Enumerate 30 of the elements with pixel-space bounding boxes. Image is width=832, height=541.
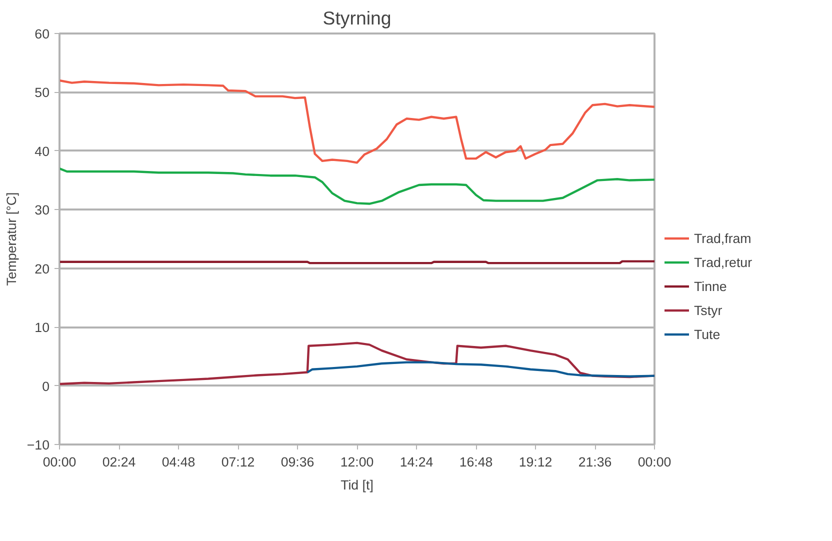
- y-tick-label: −10: [26, 438, 50, 452]
- y-tick-label: 20: [34, 261, 50, 276]
- y-tick-label: 0: [42, 378, 50, 394]
- chart-title: Styrning: [322, 8, 392, 28]
- legend-label: Tute: [694, 326, 720, 342]
- x-tick-label: 00:00: [638, 454, 672, 470]
- line-series: [60, 167, 654, 205]
- x-tick-label: 09:36: [280, 454, 314, 470]
- x-tick-label: 07:12: [221, 454, 255, 470]
- legend-label: Trad,fram: [694, 230, 752, 246]
- x-tick-label: 04:48: [162, 454, 196, 470]
- legend-label: Tstyr: [694, 302, 722, 318]
- legend-label: Trad,retur: [694, 254, 752, 270]
- line-series: [60, 79, 654, 164]
- y-tick-label: 60: [34, 26, 50, 42]
- y-tick-label: 30: [34, 202, 50, 218]
- x-tick-label: 02:24: [102, 454, 136, 470]
- line-series: [306, 361, 654, 378]
- y-tick-label: 50: [34, 85, 50, 100]
- x-tick-label: 19:12: [518, 454, 552, 470]
- x-tick-label: 14:24: [400, 454, 434, 470]
- y-tick-label: 40: [34, 144, 50, 159]
- x-axis-title: Tid [t]: [340, 478, 374, 492]
- x-tick-label: 21:36: [578, 454, 612, 470]
- x-tick-label: 00:00: [42, 454, 76, 470]
- x-tick-label: 12:00: [340, 454, 374, 470]
- legend-label: Tinne: [694, 278, 727, 294]
- y-tick-label: 10: [34, 320, 50, 336]
- x-tick-label: 16:48: [459, 454, 493, 470]
- y-axis-title: Temperatur [°C]: [4, 192, 19, 286]
